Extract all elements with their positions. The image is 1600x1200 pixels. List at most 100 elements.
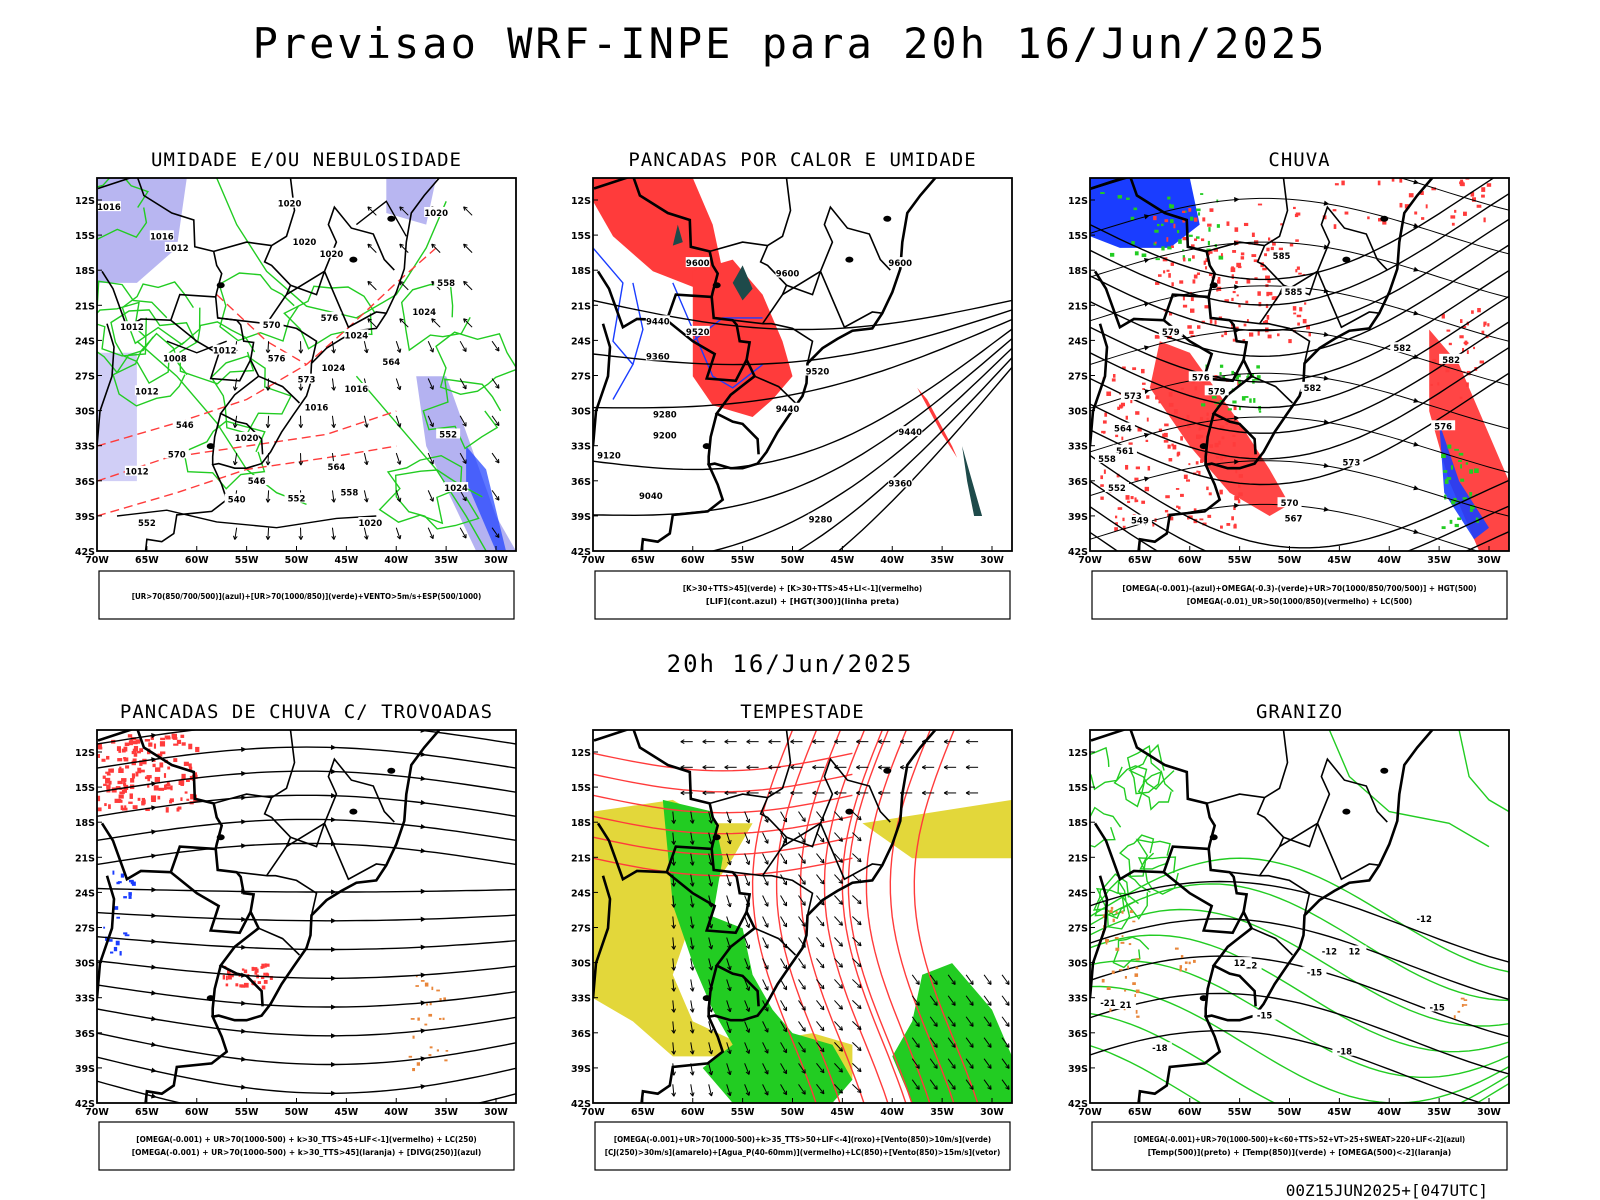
contour-label-bg [164, 448, 189, 459]
rain-red [1192, 279, 1196, 284]
storm-red [132, 740, 138, 745]
country-border [1090, 730, 1217, 850]
streamline [97, 818, 516, 841]
wind-vector-head [364, 460, 369, 466]
contour-label-bg [259, 318, 284, 329]
storm-red [180, 778, 185, 784]
contour-label-bg [1094, 452, 1119, 463]
streamline-arrow [1143, 345, 1150, 351]
contour-label-bg [685, 257, 710, 268]
legend-box [98, 570, 515, 620]
wind-vector [780, 1042, 788, 1054]
rain-red [1197, 325, 1201, 329]
rain-red [1299, 307, 1303, 312]
omega-green [1207, 240, 1210, 246]
contour-label: 1012 [135, 387, 159, 397]
omega-green [1474, 468, 1479, 473]
wind-vector [834, 811, 843, 821]
rain-red [1296, 266, 1300, 270]
wind-vector-head [708, 1092, 714, 1097]
rain-red [1130, 496, 1134, 500]
contour-label-bg [436, 428, 461, 439]
contour-label-bg [244, 475, 269, 486]
map-area: 9600960096009520952094409440944093609360… [593, 178, 1012, 551]
contour-label-bg [324, 461, 349, 472]
storm-red [163, 773, 167, 778]
storm-red [117, 780, 123, 785]
contour-label: 567 [1285, 514, 1303, 524]
legend-text: [UR>70(850/700/500)](azul)+[UR>70(1000/8… [132, 592, 482, 601]
streamline [1090, 197, 1509, 255]
rain-red [1463, 211, 1467, 216]
rain-red [1214, 442, 1219, 448]
rain-red [1191, 421, 1194, 425]
country-border [97, 323, 115, 447]
rain-red [1181, 210, 1186, 214]
footer-stamp: 00Z15JUN2025+[047UTC] [1286, 1181, 1488, 1200]
streamline-arrow [240, 1084, 247, 1090]
wind-vector-head [367, 243, 372, 249]
streamline-arrow [420, 848, 427, 854]
hgt500-contour [1090, 218, 1509, 332]
wind-vector-head [671, 987, 676, 992]
wind-vector-head [727, 1091, 732, 1097]
omega500-orange [1110, 906, 1114, 910]
contour-label-bg [645, 350, 670, 361]
wind-vector-head [801, 880, 806, 885]
streamline-arrow [151, 757, 157, 763]
wind-vector-head [1005, 1064, 1010, 1069]
rain-red [1203, 399, 1206, 404]
rain-red [1391, 178, 1395, 182]
wind-vector-head [921, 764, 926, 770]
rain-red [1437, 382, 1440, 386]
rain-red [1236, 294, 1239, 297]
wind-vector-head [764, 923, 769, 928]
wind-vector [798, 811, 806, 822]
contour-label-bg [162, 352, 187, 363]
wind-vector [852, 979, 862, 989]
storm-red [104, 803, 107, 807]
hgt300-contour [593, 309, 1012, 366]
wind-vector [1001, 995, 1010, 1006]
temp500-contour [1090, 992, 1509, 1075]
wind-vector-head [745, 860, 751, 866]
streamline-arrow [1143, 389, 1150, 395]
storm-red [137, 797, 141, 801]
rain-red [1243, 323, 1247, 327]
coastline [640, 178, 937, 551]
wind-vector [726, 832, 731, 845]
wind-vector-head [745, 986, 751, 991]
storm-orange [436, 1049, 439, 1052]
wind-vector-head [764, 818, 769, 823]
lon-tick-label: 55W [235, 555, 259, 566]
wind-vector-head [878, 790, 883, 796]
wind-vector-head [764, 1007, 769, 1012]
legend-box [1091, 1121, 1508, 1171]
storm-orange [410, 1018, 415, 1020]
country-border [593, 178, 720, 298]
wind-vector-head [820, 1047, 825, 1053]
streamline-arrow [1413, 223, 1420, 229]
contour-label-bg [119, 321, 144, 332]
lat-tick-label: 42S [571, 1099, 591, 1110]
storm-orange [415, 985, 419, 987]
wind-vector-head [933, 1001, 938, 1006]
omega500-orange [1132, 920, 1136, 923]
wind-vector-head [429, 534, 434, 540]
lon-tick-label: 65W [1128, 555, 1152, 566]
rain-red [1122, 525, 1126, 531]
wind-vector-head [671, 903, 676, 908]
wind-vector-head [899, 764, 904, 770]
map-frame [96, 729, 517, 1104]
lake [1380, 767, 1389, 774]
rain-red [1254, 277, 1258, 280]
rain-red [1218, 316, 1223, 319]
wind-vector-head [951, 980, 956, 985]
rain-red [1207, 223, 1212, 227]
streamline-arrow [241, 723, 247, 728]
rain-red [1471, 310, 1474, 314]
wind-vector-head [708, 819, 714, 824]
streamline-arrow [1323, 200, 1330, 206]
rain-red [1446, 329, 1451, 332]
state-border [1259, 874, 1311, 916]
